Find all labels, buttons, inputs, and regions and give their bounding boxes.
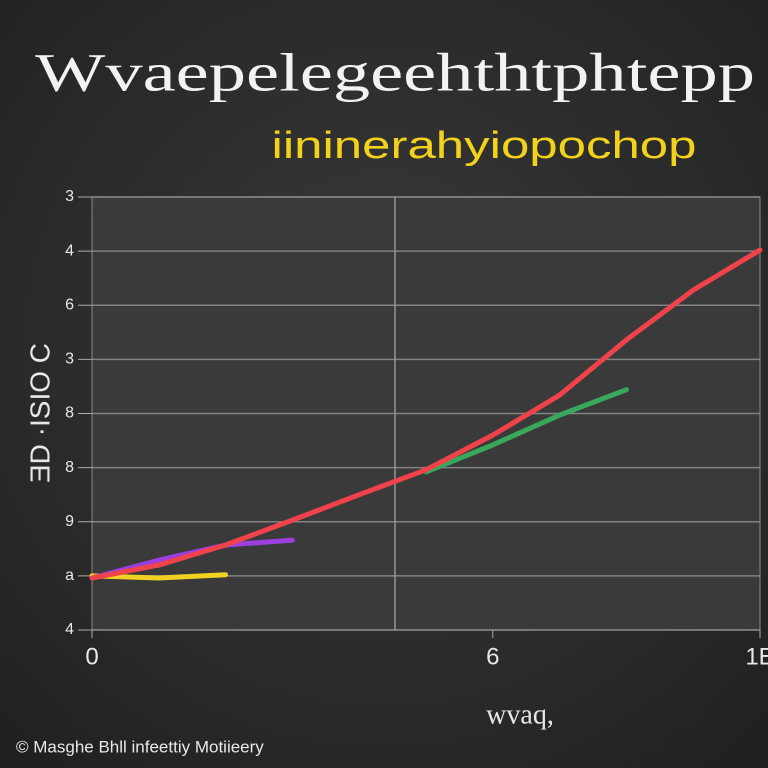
series-line — [89, 572, 229, 581]
x-tick-label: 0 — [85, 643, 98, 670]
x-tick-label: 1E — [745, 643, 768, 670]
chart-subtitle: iininerahyiopochop — [272, 125, 697, 167]
y-tick-label: 3 — [65, 188, 74, 205]
y-tick-label: 8 — [65, 405, 74, 422]
y-tick-label: 4 — [65, 621, 74, 638]
series-line — [423, 387, 629, 475]
y-tick-label: 3 — [65, 351, 74, 368]
y-tick-label: a — [65, 567, 74, 584]
y-tick-label: 6 — [65, 296, 74, 313]
y-tick-label: 4 — [65, 242, 74, 259]
footer: © Masghe Bhll infeettiy Motiieery — [16, 737, 264, 756]
y-tick-label: 9 — [65, 513, 74, 530]
chart-title: Wvaepelegeehthtphtepp — [35, 42, 755, 102]
x-tick-label: 6 — [486, 643, 499, 670]
series-line — [89, 247, 763, 581]
x-axis-label: wvaq, — [486, 699, 554, 730]
y-axis-label: ƎD ·ISIO C — [24, 343, 55, 483]
y-tick-label: 8 — [65, 459, 74, 476]
